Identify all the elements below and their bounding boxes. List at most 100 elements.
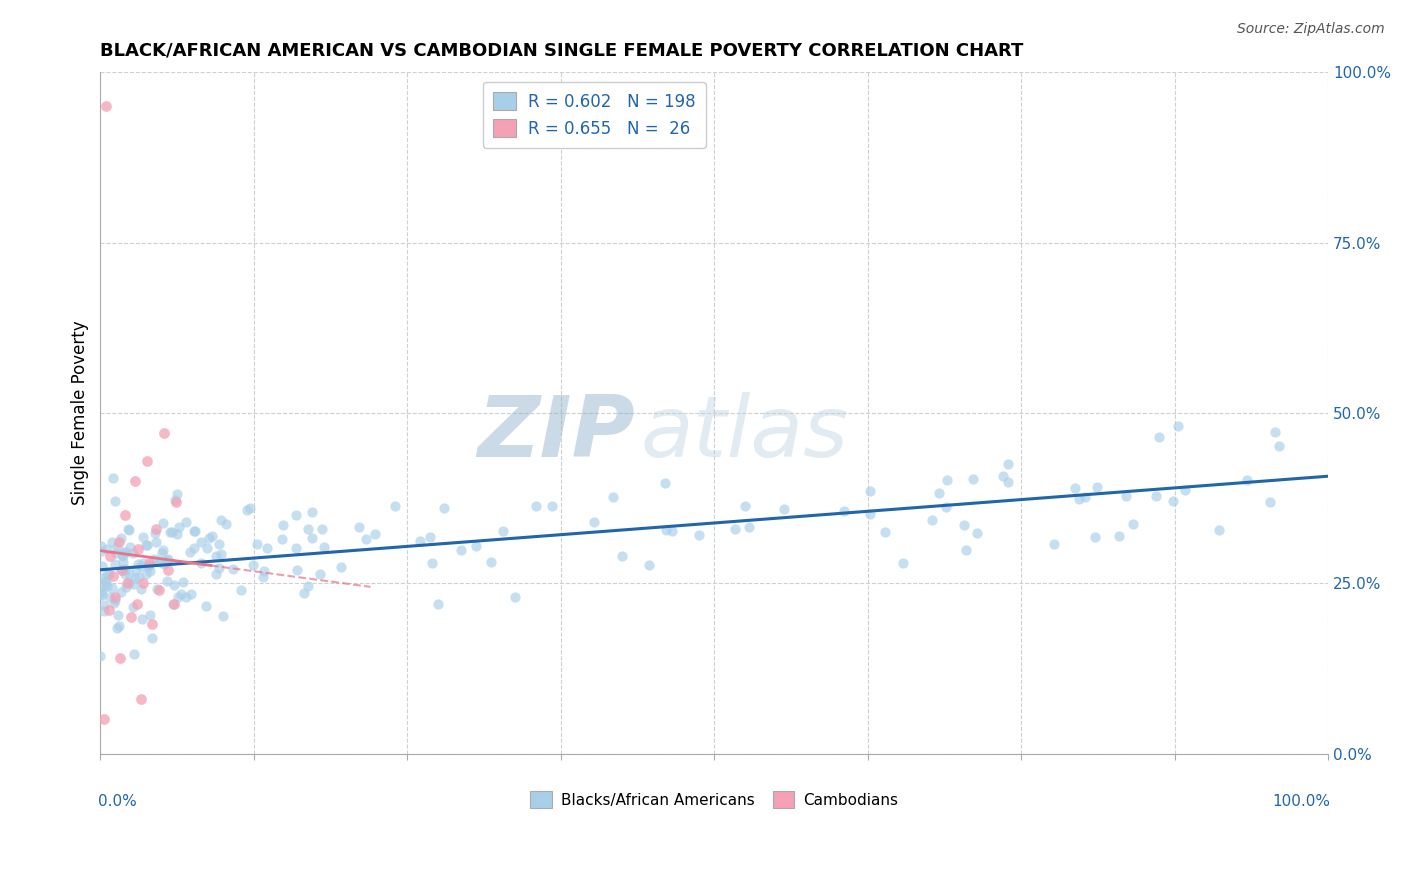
- Point: [96, 99, 118, 113]
- Point: [1067, 491, 1090, 506]
- Point: [1236, 473, 1258, 487]
- Point: [1064, 481, 1087, 495]
- Point: [118, 576, 141, 591]
- Point: [1149, 429, 1171, 443]
- Point: [127, 597, 149, 611]
- Point: [163, 597, 186, 611]
- Point: [688, 528, 710, 542]
- Point: [146, 582, 169, 596]
- Point: [420, 556, 443, 570]
- Point: [118, 567, 141, 582]
- Point: [94, 574, 117, 589]
- Point: [384, 499, 406, 513]
- Point: [1085, 479, 1108, 493]
- Point: [215, 516, 238, 531]
- Text: BLACK/AFRICAN AMERICAN VS CAMBODIAN SINGLE FEMALE POVERTY CORRELATION CHART: BLACK/AFRICAN AMERICAN VS CAMBODIAN SING…: [100, 42, 1024, 60]
- Point: [96, 566, 118, 581]
- Point: [127, 557, 149, 571]
- Point: [427, 597, 450, 611]
- Point: [738, 519, 761, 533]
- Point: [153, 557, 176, 571]
- Point: [124, 474, 146, 488]
- Point: [198, 531, 221, 545]
- Point: [363, 526, 385, 541]
- Point: [131, 611, 153, 625]
- Point: [450, 543, 472, 558]
- Point: [145, 554, 167, 568]
- Point: [107, 608, 129, 623]
- Point: [124, 647, 146, 661]
- Point: [966, 526, 988, 541]
- Point: [101, 471, 124, 485]
- Point: [962, 472, 984, 486]
- Point: [256, 541, 278, 556]
- Point: [314, 541, 336, 555]
- Y-axis label: Single Female Poverty: Single Female Poverty: [72, 320, 89, 505]
- Point: [114, 562, 136, 576]
- Point: [209, 512, 232, 526]
- Point: [100, 591, 122, 605]
- Point: [115, 580, 138, 594]
- Point: [159, 524, 181, 539]
- Point: [1115, 489, 1137, 503]
- Point: [98, 549, 121, 563]
- Point: [723, 522, 745, 536]
- Point: [129, 582, 152, 597]
- Point: [101, 535, 124, 549]
- Point: [734, 499, 756, 513]
- Point: [165, 492, 187, 507]
- Point: [97, 567, 120, 582]
- Point: [105, 546, 128, 560]
- Point: [96, 541, 118, 556]
- Point: [121, 577, 143, 591]
- Point: [90, 539, 112, 553]
- Point: [93, 598, 115, 612]
- Point: [136, 559, 159, 574]
- Point: [859, 508, 882, 522]
- Point: [661, 524, 683, 538]
- Point: [183, 524, 205, 538]
- Point: [1074, 490, 1097, 504]
- Point: [104, 494, 127, 508]
- Point: [111, 548, 134, 562]
- Point: [162, 597, 184, 611]
- Point: [118, 541, 141, 555]
- Point: [118, 523, 141, 537]
- Point: [96, 579, 118, 593]
- Point: [103, 596, 125, 610]
- Point: [955, 542, 977, 557]
- Point: [172, 575, 194, 590]
- Point: [90, 544, 112, 558]
- Point: [297, 579, 319, 593]
- Point: [91, 559, 114, 574]
- Point: [174, 591, 197, 605]
- Point: [166, 527, 188, 541]
- Point: [125, 563, 148, 577]
- Point: [135, 538, 157, 552]
- Point: [132, 556, 155, 570]
- Point: [117, 522, 139, 536]
- Point: [110, 585, 132, 599]
- Point: [156, 552, 179, 566]
- Point: [90, 583, 112, 598]
- Point: [138, 556, 160, 570]
- Point: [1108, 529, 1130, 543]
- Point: [1167, 419, 1189, 434]
- Point: [107, 535, 129, 549]
- Point: [90, 587, 112, 601]
- Point: [108, 618, 131, 632]
- Point: [524, 499, 547, 513]
- Point: [205, 566, 228, 581]
- Point: [1264, 425, 1286, 439]
- Point: [167, 590, 190, 604]
- Point: [143, 525, 166, 540]
- Point: [1174, 483, 1197, 497]
- Point: [131, 529, 153, 543]
- Point: [145, 522, 167, 536]
- Point: [503, 590, 526, 604]
- Point: [141, 617, 163, 632]
- Point: [834, 504, 856, 518]
- Point: [997, 457, 1019, 471]
- Point: [148, 582, 170, 597]
- Point: [492, 524, 515, 538]
